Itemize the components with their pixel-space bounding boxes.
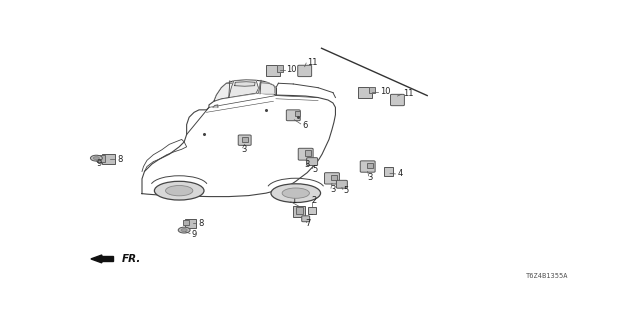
Text: 11: 11	[307, 58, 317, 67]
Text: 3: 3	[367, 173, 373, 182]
Polygon shape	[213, 105, 218, 108]
Text: 11: 11	[403, 89, 414, 98]
Text: FR.: FR.	[122, 254, 141, 264]
Circle shape	[178, 227, 190, 233]
Ellipse shape	[154, 181, 204, 200]
Text: 3: 3	[242, 145, 247, 154]
Bar	[183, 220, 189, 225]
Polygon shape	[101, 256, 113, 261]
FancyBboxPatch shape	[238, 135, 251, 145]
Bar	[295, 111, 300, 116]
Text: 10: 10	[380, 87, 390, 96]
Polygon shape	[259, 83, 275, 93]
FancyBboxPatch shape	[337, 180, 348, 188]
Ellipse shape	[271, 184, 321, 203]
Text: 1: 1	[291, 196, 296, 205]
Circle shape	[93, 157, 99, 160]
Bar	[296, 207, 303, 213]
Text: 7: 7	[306, 219, 311, 228]
Text: 5: 5	[344, 187, 349, 196]
Bar	[367, 163, 372, 168]
Bar	[383, 167, 394, 176]
Text: 3: 3	[330, 185, 335, 194]
Text: 6: 6	[302, 121, 308, 130]
Text: 2: 2	[312, 196, 317, 205]
Text: 3: 3	[305, 160, 310, 169]
FancyBboxPatch shape	[360, 161, 375, 172]
FancyBboxPatch shape	[324, 173, 339, 184]
Bar	[277, 65, 283, 72]
Ellipse shape	[166, 186, 193, 196]
Polygon shape	[235, 82, 255, 86]
Text: 9: 9	[191, 230, 197, 239]
FancyBboxPatch shape	[286, 110, 300, 121]
Circle shape	[181, 228, 187, 232]
Bar	[185, 219, 196, 228]
Bar	[266, 65, 280, 76]
Text: T6Z4B1355A: T6Z4B1355A	[526, 273, 568, 279]
Ellipse shape	[282, 188, 309, 198]
Bar	[331, 175, 337, 180]
Bar	[358, 87, 372, 98]
Polygon shape	[214, 83, 259, 101]
FancyBboxPatch shape	[390, 94, 404, 106]
Polygon shape	[229, 80, 259, 98]
Circle shape	[90, 155, 102, 161]
FancyBboxPatch shape	[307, 158, 317, 165]
Bar	[242, 137, 248, 142]
Text: 8: 8	[118, 155, 123, 164]
Text: 10: 10	[286, 65, 297, 75]
FancyBboxPatch shape	[298, 65, 312, 76]
Bar	[102, 154, 115, 164]
Text: 9: 9	[97, 159, 102, 168]
FancyBboxPatch shape	[301, 216, 310, 222]
FancyBboxPatch shape	[298, 148, 313, 160]
Text: 8: 8	[198, 219, 204, 228]
Bar	[305, 150, 311, 156]
Bar	[369, 87, 374, 93]
Text: 5: 5	[312, 165, 317, 174]
Text: 4: 4	[397, 169, 403, 179]
Bar	[293, 206, 305, 217]
Bar	[97, 155, 106, 162]
Bar	[308, 207, 316, 214]
Polygon shape	[91, 255, 102, 263]
